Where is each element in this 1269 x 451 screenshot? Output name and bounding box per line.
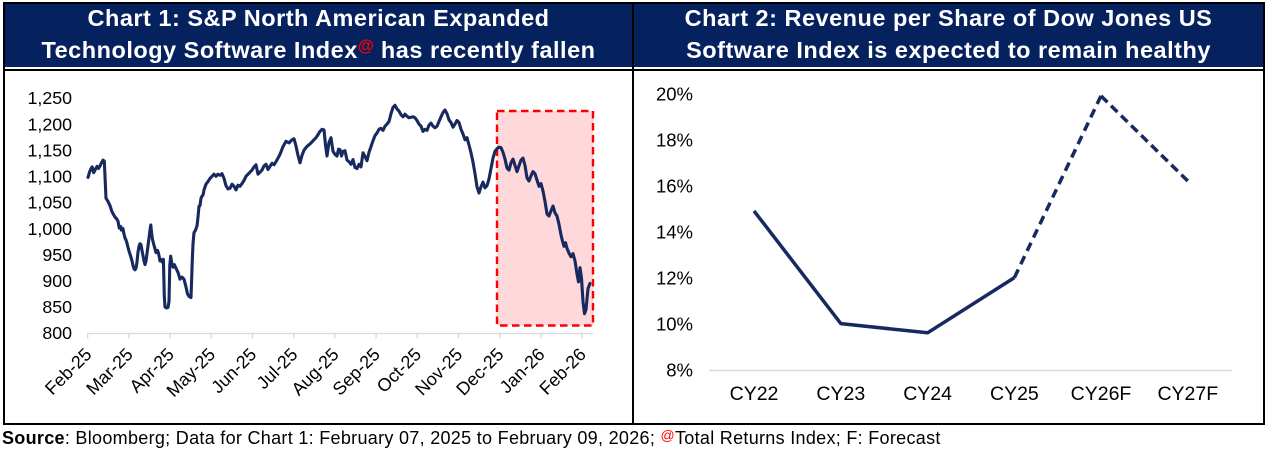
svg-text:1,050: 1,050	[28, 193, 73, 213]
svg-text:1,250: 1,250	[28, 88, 73, 108]
svg-text:CY24: CY24	[903, 383, 952, 405]
svg-text:8%: 8%	[666, 360, 693, 381]
svg-text:850: 850	[42, 297, 72, 317]
svg-text:CY27F: CY27F	[1157, 383, 1218, 405]
svg-text:14%: 14%	[656, 222, 693, 243]
svg-text:1,150: 1,150	[28, 140, 73, 160]
svg-text:16%: 16%	[656, 176, 693, 197]
svg-text:CY22: CY22	[730, 383, 779, 405]
svg-text:12%: 12%	[656, 268, 693, 289]
svg-text:1,200: 1,200	[28, 114, 73, 134]
svg-text:CY23: CY23	[816, 383, 865, 405]
svg-text:10%: 10%	[656, 314, 693, 335]
svg-text:Sep-25: Sep-25	[329, 344, 384, 399]
svg-text:Mar-25: Mar-25	[82, 344, 136, 398]
svg-text:18%: 18%	[656, 130, 693, 151]
svg-text:Jun-25: Jun-25	[207, 344, 260, 397]
svg-text:950: 950	[42, 245, 72, 265]
svg-text:800: 800	[42, 323, 72, 343]
svg-text:900: 900	[42, 271, 72, 291]
svg-text:CY26F: CY26F	[1071, 383, 1132, 405]
svg-text:20%: 20%	[656, 84, 693, 105]
svg-text:Dec-25: Dec-25	[452, 344, 507, 399]
svg-text:CY25: CY25	[990, 383, 1039, 405]
svg-text:1,100: 1,100	[28, 167, 73, 187]
svg-text:Feb-26: Feb-26	[535, 344, 589, 398]
svg-text:1,000: 1,000	[28, 219, 73, 239]
